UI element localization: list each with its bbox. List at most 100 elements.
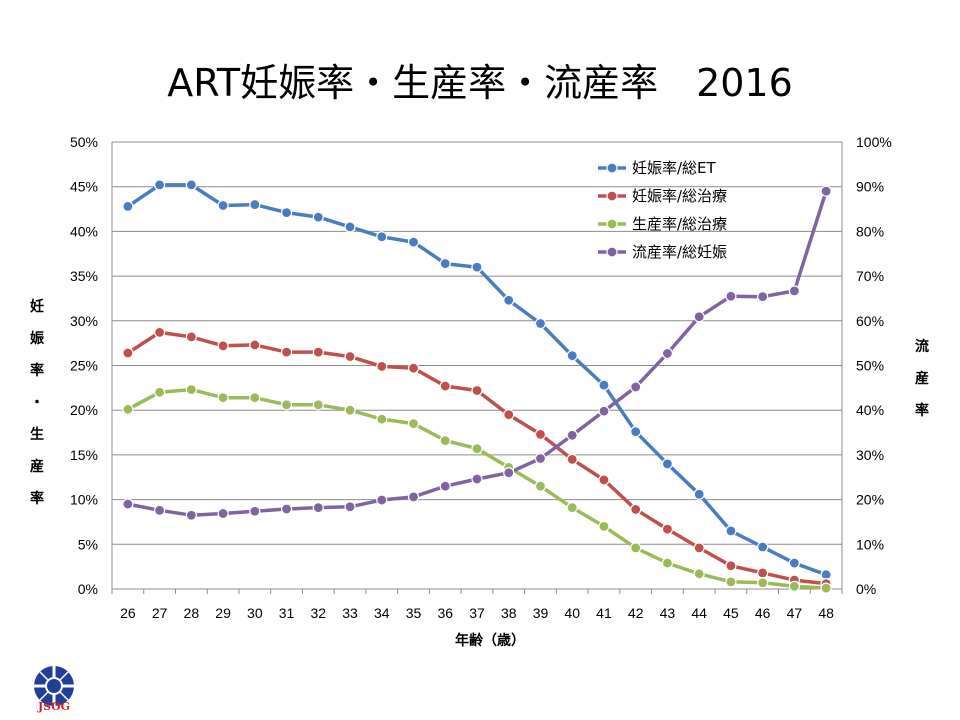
legend-swatch-marker <box>606 246 618 258</box>
left-tick-label: 10% <box>70 492 98 508</box>
series-point-1 <box>566 453 578 465</box>
series-point-3 <box>598 405 610 417</box>
series-point-3 <box>788 285 800 297</box>
x-tick-label: 42 <box>628 605 644 621</box>
series-point-2 <box>154 386 166 398</box>
series-point-1 <box>534 428 547 440</box>
series-point-2 <box>534 480 547 492</box>
legend-label: 流産率/総妊娠 <box>632 243 727 261</box>
series-point-1 <box>503 409 515 421</box>
series-line-1 <box>126 330 827 586</box>
legend-label: 生産率/総治療 <box>632 215 727 233</box>
legend-swatch-marker <box>606 190 618 202</box>
right-axis-ticks: 0% 10% 20% 30% 40% 50% 60% 70% 80% 90% 100% <box>856 134 892 597</box>
series-point-2 <box>407 418 420 430</box>
series-point-2 <box>280 399 293 411</box>
series-point-3 <box>630 381 642 393</box>
gridlines <box>111 141 843 594</box>
series-point-1 <box>122 347 134 359</box>
right-tick-label: 0% <box>856 581 876 597</box>
series-point-2 <box>820 582 832 594</box>
series-point-0 <box>598 379 610 391</box>
series-point-2 <box>312 399 324 411</box>
series-point-1 <box>439 380 451 392</box>
right-axis-title: 流産率 <box>915 338 929 419</box>
series-point-3 <box>725 290 737 302</box>
x-tick-label: 40 <box>564 605 580 621</box>
legend-swatch-marker <box>606 218 618 230</box>
series-point-3 <box>503 467 515 479</box>
series-point-0 <box>122 200 134 212</box>
right-tick-label: 20% <box>856 492 884 508</box>
series-point-2 <box>185 384 197 396</box>
x-tick-label: 33 <box>342 605 358 621</box>
x-tick-label: 35 <box>406 605 422 621</box>
series-point-0 <box>693 488 705 500</box>
series-points <box>122 179 832 594</box>
axis-title-char: 率 <box>30 490 44 507</box>
series-point-0 <box>154 179 166 191</box>
legend-item-2: 生産率/総治療 <box>598 215 727 233</box>
x-tick-label: 48 <box>818 605 834 621</box>
series-point-1 <box>185 331 197 343</box>
series-point-2 <box>249 392 261 404</box>
left-tick-label: 20% <box>70 402 98 418</box>
series-point-3 <box>534 452 547 465</box>
series-point-0 <box>534 317 547 330</box>
x-tick-label: 36 <box>437 605 453 621</box>
series-point-1 <box>280 346 293 358</box>
series-point-1 <box>598 474 610 486</box>
right-tick-label: 10% <box>856 536 884 552</box>
series-point-3 <box>154 504 166 516</box>
x-tick-label: 28 <box>184 605 200 621</box>
series-point-1 <box>693 542 705 554</box>
left-tick-label: 35% <box>70 268 98 284</box>
x-tick-label: 47 <box>787 605 803 621</box>
x-tick-label: 41 <box>596 605 612 621</box>
logo-text: JSOG <box>37 700 71 713</box>
series-point-2 <box>376 413 388 425</box>
series-point-0 <box>630 426 642 438</box>
left-tick-label: 50% <box>70 134 98 150</box>
left-tick-label: 45% <box>70 179 98 195</box>
axis-title-char: 産 <box>30 458 44 475</box>
series-point-3 <box>344 501 356 513</box>
chart-title: ART妊娠率・生産率・流産率 2016 <box>167 61 793 105</box>
axis-title-char: 産 <box>915 370 929 387</box>
x-tick-label: 38 <box>501 605 517 621</box>
x-axis-title: 年齢（歳） <box>455 632 525 649</box>
legend-label: 妊娠率/総治療 <box>632 187 727 205</box>
series-point-1 <box>630 503 642 516</box>
series-line-3 <box>127 190 828 517</box>
series-point-3 <box>693 311 705 323</box>
series-point-0 <box>376 231 388 243</box>
series-point-0 <box>471 261 483 273</box>
x-axis-ticks: 26 27 28 29 30 31 32 33 34 35 36 37 38 39 40 41 42 43 44 45… <box>120 605 834 621</box>
series-point-1 <box>217 340 229 352</box>
series-point-0 <box>503 294 515 306</box>
right-tick-label: 90% <box>856 179 884 195</box>
x-tick-label: 27 <box>152 605 168 621</box>
right-tick-label: 100% <box>856 134 892 150</box>
series-point-3 <box>249 505 261 517</box>
series-line-2 <box>127 387 827 590</box>
series-point-3 <box>185 509 197 521</box>
series-point-0 <box>757 541 769 553</box>
axis-title-char: 率 <box>30 362 44 379</box>
series-point-3 <box>312 502 324 514</box>
series-point-3 <box>407 491 420 503</box>
series-point-2 <box>725 576 737 588</box>
right-tick-label: 30% <box>856 447 884 463</box>
series-point-1 <box>725 560 737 572</box>
series-point-3 <box>217 507 229 520</box>
legend-item-0: 妊娠率/総ET <box>598 159 717 177</box>
left-tick-label: 25% <box>70 358 98 374</box>
legend-item-3: 流産率/総妊娠 <box>598 243 727 261</box>
series-point-3 <box>820 185 832 197</box>
series-point-1 <box>154 326 166 339</box>
series-point-0 <box>344 221 356 233</box>
jsog-logo-icon <box>34 666 74 706</box>
series-point-0 <box>249 198 261 211</box>
series-point-0 <box>185 179 197 191</box>
